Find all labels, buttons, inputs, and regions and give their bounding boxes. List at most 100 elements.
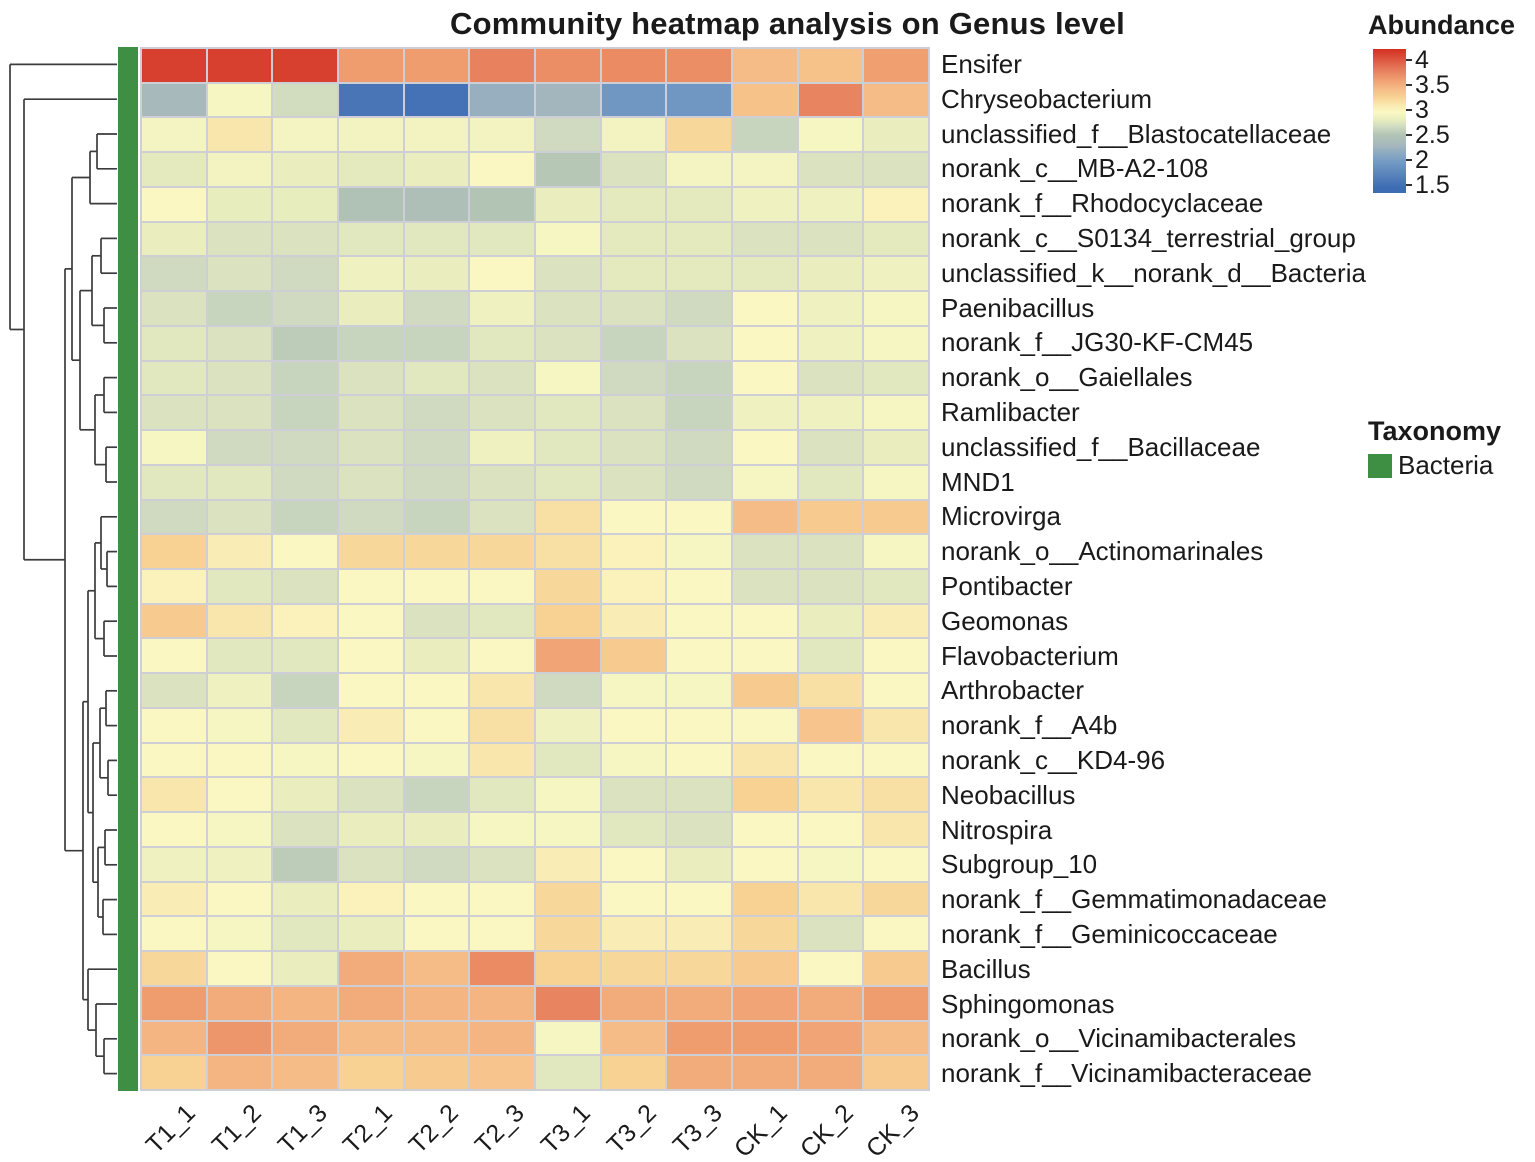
heatmap-cell — [601, 917, 666, 951]
heatmap-grid — [140, 47, 930, 1091]
heatmap-cell — [601, 639, 666, 673]
heatmap-cell — [404, 952, 469, 985]
heatmap-cell — [273, 847, 337, 881]
colorbar-tick-mark — [1406, 84, 1412, 86]
heatmap-cell — [142, 847, 206, 881]
heatmap-cell — [273, 431, 337, 464]
heatmap-cell — [733, 1056, 797, 1089]
heatmap-cell — [667, 952, 731, 985]
heatmap-cell — [207, 500, 272, 534]
heatmap-cell — [798, 917, 863, 951]
heatmap-cell — [536, 500, 600, 534]
colorbar-tick-mark — [1406, 134, 1412, 136]
heatmap-cell — [601, 674, 666, 707]
heatmap-cell — [864, 570, 928, 603]
heatmap-cell — [667, 743, 731, 777]
heatmap-cell — [798, 708, 863, 742]
heatmap-cell — [667, 500, 731, 534]
row-label: Subgroup_10 — [941, 849, 1098, 880]
heatmap-cell — [733, 952, 797, 985]
heatmap-cell — [207, 83, 272, 117]
heatmap-cell — [864, 222, 928, 256]
heatmap-cell — [207, 743, 272, 777]
heatmap-cell — [339, 986, 403, 1020]
heatmap-cell — [798, 326, 863, 360]
heatmap-cell — [142, 396, 206, 430]
heatmap-cell — [864, 986, 928, 1020]
heatmap-cell — [273, 49, 337, 82]
heatmap-cell — [536, 986, 600, 1020]
heatmap-cell — [273, 500, 337, 534]
row-label: MND1 — [941, 466, 1015, 497]
heatmap-cell — [339, 708, 403, 742]
heatmap-cell — [470, 847, 534, 881]
heatmap-cell — [273, 257, 337, 291]
heatmap-cell — [864, 431, 928, 464]
heatmap-cell — [339, 778, 403, 812]
heatmap-cell — [339, 570, 403, 603]
row-label: norank_f__JG30-KF-CM45 — [941, 327, 1254, 358]
heatmap-cell — [273, 83, 337, 117]
heatmap-cell — [733, 986, 797, 1020]
heatmap-cell — [207, 396, 272, 430]
heatmap-cell — [404, 118, 469, 152]
heatmap-cell — [667, 222, 731, 256]
heatmap-cell — [470, 292, 534, 325]
heatmap-cell — [142, 431, 206, 464]
heatmap-cell — [667, 778, 731, 812]
heatmap-cell — [733, 431, 797, 464]
heatmap-cell — [601, 847, 666, 881]
heatmap-cell — [536, 1056, 600, 1089]
heatmap-cell — [142, 778, 206, 812]
heatmap-cell — [470, 431, 534, 464]
heatmap-cell — [273, 986, 337, 1020]
heatmap-cell — [798, 222, 863, 256]
heatmap-cell — [470, 361, 534, 395]
heatmap-cell — [339, 326, 403, 360]
heatmap-cell — [667, 1021, 731, 1055]
heatmap-cell — [733, 708, 797, 742]
heatmap-cell — [404, 431, 469, 464]
heatmap-cell — [864, 500, 928, 534]
heatmap-cell — [273, 952, 337, 985]
heatmap-cell — [733, 500, 797, 534]
heatmap-cell — [864, 1056, 928, 1089]
heatmap-cell — [404, 292, 469, 325]
heatmap-cell — [207, 952, 272, 985]
heatmap-cell — [470, 1021, 534, 1055]
heatmap-cell — [667, 847, 731, 881]
heatmap-cell — [470, 570, 534, 603]
heatmap-cell — [339, 49, 403, 82]
heatmap-cell — [733, 639, 797, 673]
heatmap-cell — [339, 535, 403, 568]
heatmap-cell — [864, 952, 928, 985]
heatmap-cell — [733, 257, 797, 291]
heatmap-cell — [207, 882, 272, 916]
heatmap-cell — [667, 83, 731, 117]
heatmap-cell — [536, 535, 600, 568]
heatmap-cell — [798, 604, 863, 638]
heatmap-cell — [601, 743, 666, 777]
heatmap-cell — [339, 813, 403, 846]
heatmap-cell — [142, 153, 206, 186]
heatmap-cell — [536, 118, 600, 152]
heatmap-cell — [207, 326, 272, 360]
heatmap-cell — [273, 118, 337, 152]
chart-title: Community heatmap analysis on Genus leve… — [450, 6, 1125, 41]
heatmap-cell — [667, 1056, 731, 1089]
heatmap-cell — [733, 674, 797, 707]
heatmap-cell — [404, 847, 469, 881]
heatmap-cell — [798, 257, 863, 291]
taxonomy-legend-title: Taxonomy — [1368, 416, 1502, 446]
heatmap-cell — [470, 535, 534, 568]
heatmap-cell — [142, 986, 206, 1020]
heatmap-cell — [142, 570, 206, 603]
heatmap-cell — [404, 778, 469, 812]
heatmap-cell — [339, 639, 403, 673]
heatmap-cell — [142, 917, 206, 951]
row-label: norank_o__Actinomarinales — [941, 536, 1264, 567]
heatmap-cell — [404, 743, 469, 777]
taxonomy-color-bar — [118, 47, 138, 1091]
heatmap-cell — [339, 674, 403, 707]
heatmap-cell — [339, 604, 403, 638]
